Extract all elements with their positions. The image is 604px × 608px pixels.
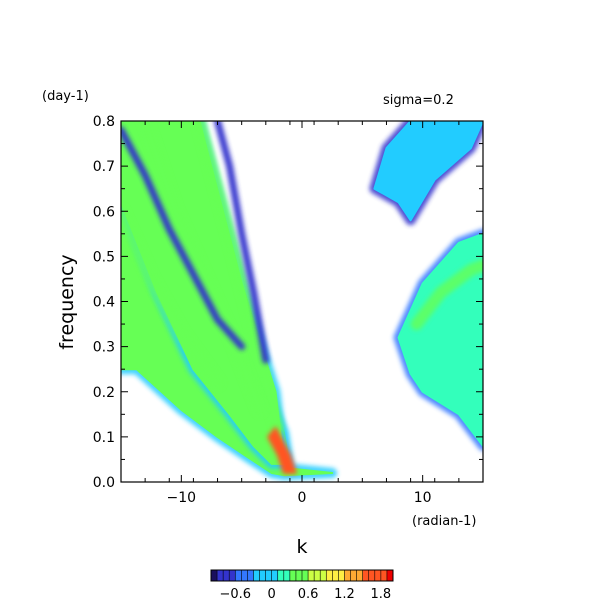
y-tick-label: 0.6 <box>93 204 115 220</box>
colorbar-frame <box>210 569 394 582</box>
feature-ridge-3 <box>121 205 224 389</box>
colorbar-swatch <box>271 570 279 581</box>
feature-trough-2 <box>121 126 246 351</box>
colorbar-swatch <box>332 570 339 581</box>
x-tick-label: 10 <box>414 490 432 506</box>
feature-ridge-1 <box>193 121 284 434</box>
colorbar-tick-label: 0 <box>268 587 276 602</box>
y-tick-label: 0.0 <box>93 475 115 491</box>
colorbar-swatch <box>338 570 345 581</box>
colorbar-swatch <box>295 570 303 581</box>
feature-ridge-2 <box>139 121 266 416</box>
y-axis-unit: (day-1) <box>42 89 89 104</box>
x-axis-label: k <box>296 536 307 558</box>
colorbar-swatch <box>362 570 370 581</box>
colorbar-swatch <box>368 570 376 581</box>
y-tick-label: 0.4 <box>93 295 115 311</box>
colorbar-swatch <box>302 570 309 581</box>
colorbar-swatch <box>374 570 382 581</box>
colorbar-swatch <box>259 570 267 581</box>
colorbar: −0.6 0 0.6 1.2 1.8 <box>210 569 394 602</box>
y-tick-label: 0.1 <box>93 430 115 446</box>
colorbar-swatch <box>380 570 388 581</box>
colorbar-swatch <box>350 570 358 581</box>
colorbar-swatch <box>229 570 236 581</box>
colorbar-swatch <box>253 570 261 581</box>
colorbar-swatch <box>241 570 248 581</box>
y-tick-label: 0.8 <box>93 114 115 130</box>
colorbar-swatch <box>356 570 364 581</box>
feature-right-lower-core <box>410 259 483 331</box>
feature-right-lower-band <box>397 232 483 447</box>
colorbar-swatch <box>211 570 218 581</box>
colorbar-tick-label: −0.6 <box>219 587 251 602</box>
y-tick-label: 0.7 <box>93 159 115 175</box>
colorbar-swatch <box>386 570 394 581</box>
heatmap-plot-area <box>121 121 483 481</box>
y-tick-label: 0.3 <box>93 340 115 356</box>
feature-trough-1 <box>214 121 270 364</box>
chart-subtitle: sigma=0.2 <box>383 93 454 108</box>
colorbar-swatch <box>217 570 224 581</box>
colorbar-swatch <box>314 570 321 581</box>
x-tick-label: −10 <box>167 490 197 506</box>
axis-ticks: 0.0 0.1 0.2 0.3 0.4 0.5 0.6 0.7 0.8 −10 0 10 <box>93 114 484 506</box>
feature-peak <box>267 426 297 474</box>
colorbar-swatch <box>289 570 297 581</box>
y-tick-label: 0.2 <box>93 385 115 401</box>
colorbar-swatch <box>283 570 291 581</box>
colorbar-swatch <box>235 570 242 581</box>
colorbar-tick-label: 0.6 <box>298 587 319 602</box>
colorbar-tick-label: 1.2 <box>334 587 355 602</box>
y-tick-label: 0.5 <box>93 249 115 265</box>
colorbar-swatch <box>320 570 327 581</box>
colorbar-swatch <box>344 570 352 581</box>
colorbar-swatch <box>223 570 230 581</box>
colorbar-swatch <box>308 570 315 581</box>
colorbar-swatch <box>277 570 285 581</box>
colorbar-swatch <box>326 570 333 581</box>
colorbar-tick-label: 1.8 <box>371 587 392 602</box>
x-axis-unit: (radian-1) <box>412 514 477 529</box>
colorbar-swatch <box>247 570 254 581</box>
x-tick-label: 0 <box>298 490 307 506</box>
feature-right-upper-patch <box>373 121 483 222</box>
y-axis-label: frequency <box>56 254 78 349</box>
colorbar-swatch <box>265 570 273 581</box>
